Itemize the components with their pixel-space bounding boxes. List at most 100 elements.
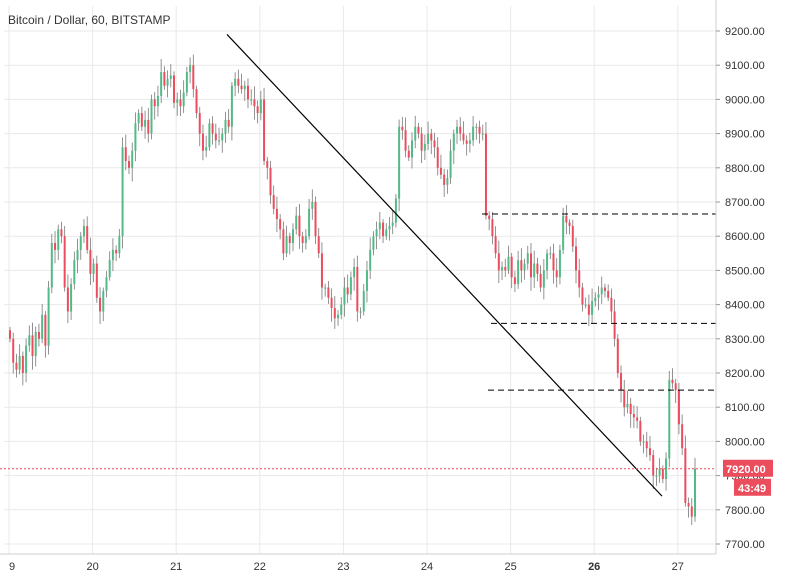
candle-body bbox=[156, 95, 159, 107]
candle-body bbox=[578, 270, 581, 288]
candle-body bbox=[311, 202, 314, 209]
candle-body bbox=[465, 140, 468, 144]
candle-body bbox=[124, 147, 127, 161]
candle-body bbox=[507, 256, 510, 271]
candle-body bbox=[295, 215, 298, 230]
candle-body bbox=[349, 277, 352, 295]
candle-body bbox=[144, 119, 147, 127]
candle-body bbox=[134, 123, 137, 151]
candle-body bbox=[9, 330, 11, 339]
candle-body bbox=[288, 236, 291, 244]
candle-body bbox=[240, 85, 243, 90]
y-tick-label: 8100.00 bbox=[725, 402, 765, 414]
candle-body bbox=[645, 441, 648, 449]
candle-body bbox=[694, 468, 696, 517]
candle-body bbox=[230, 85, 233, 127]
candle-body bbox=[111, 249, 114, 261]
candle-body bbox=[555, 270, 558, 278]
candle-body bbox=[687, 502, 690, 507]
candle-body bbox=[690, 506, 693, 517]
candle-body bbox=[153, 99, 156, 107]
x-tick-label: 22 bbox=[254, 561, 266, 573]
candle-body bbox=[304, 236, 307, 244]
candle-body bbox=[173, 75, 176, 103]
candle-body bbox=[333, 308, 336, 319]
candle-body bbox=[324, 287, 327, 289]
candle-body bbox=[102, 290, 105, 312]
candle-body bbox=[340, 304, 343, 315]
candle-body bbox=[375, 229, 378, 237]
candle-body bbox=[552, 253, 555, 271]
candle-body bbox=[221, 133, 224, 141]
candle-body bbox=[108, 260, 111, 278]
candle-body bbox=[436, 147, 439, 168]
trendline bbox=[226, 34, 663, 497]
candle-body bbox=[301, 236, 304, 244]
candle-body bbox=[95, 263, 98, 298]
x-tick-label: 21 bbox=[170, 561, 182, 573]
candle-body bbox=[546, 253, 549, 271]
candle-body bbox=[417, 126, 420, 134]
candle-body bbox=[282, 229, 285, 254]
candle-body bbox=[414, 126, 417, 141]
y-tick-label: 8500.00 bbox=[725, 265, 765, 277]
candle-body bbox=[25, 345, 28, 373]
candle-body bbox=[658, 468, 661, 476]
candle-body bbox=[189, 65, 192, 73]
candle-body bbox=[529, 253, 532, 278]
candle-body bbox=[407, 150, 410, 158]
y-tick-label: 9100.00 bbox=[725, 60, 765, 72]
candle-body bbox=[439, 167, 442, 175]
candle-body bbox=[410, 140, 413, 158]
axes bbox=[0, 0, 717, 555]
candle-body bbox=[494, 236, 497, 254]
candle-body bbox=[292, 229, 295, 244]
candle-body bbox=[420, 133, 423, 151]
x-tick-label: 20 bbox=[86, 561, 98, 573]
candle-body bbox=[533, 263, 536, 278]
y-tick-label: 9000.00 bbox=[725, 94, 765, 106]
candle-body bbox=[150, 99, 153, 134]
candle-body bbox=[243, 85, 246, 90]
candle-body bbox=[47, 287, 50, 346]
candle-body bbox=[70, 284, 73, 312]
candle-body bbox=[648, 448, 651, 456]
candle-body bbox=[468, 140, 471, 144]
candle-body bbox=[346, 287, 349, 295]
candle-body bbox=[185, 72, 188, 93]
candle-body bbox=[121, 147, 124, 237]
candle-body bbox=[82, 225, 85, 237]
candle-body bbox=[661, 468, 664, 480]
candle-body bbox=[385, 229, 388, 237]
candle-body bbox=[314, 202, 317, 237]
chart-title: Bitcoin / Dollar, 60, BITSTAMP bbox=[8, 13, 171, 27]
candle-body bbox=[298, 215, 301, 237]
candle-body bbox=[542, 270, 545, 288]
candle-body bbox=[337, 314, 340, 319]
candle-body bbox=[459, 126, 462, 134]
candle-body bbox=[79, 236, 82, 250]
candle-body bbox=[18, 355, 21, 370]
candle-body bbox=[565, 215, 568, 223]
candle-body bbox=[382, 222, 385, 237]
candle-body bbox=[607, 290, 610, 298]
candle-body bbox=[353, 266, 356, 278]
candle-body bbox=[674, 383, 677, 391]
candle-body bbox=[275, 208, 278, 220]
candle-body bbox=[21, 355, 24, 373]
candle-body bbox=[523, 263, 526, 271]
x-tick-label: 9 bbox=[9, 561, 15, 573]
candle-body bbox=[526, 253, 529, 264]
candle-body bbox=[137, 113, 140, 124]
candle-body bbox=[433, 140, 436, 148]
candle-body bbox=[50, 243, 53, 288]
candle-body bbox=[401, 126, 404, 131]
candle-body bbox=[227, 119, 230, 127]
candle-body bbox=[279, 219, 282, 230]
candle-body bbox=[256, 106, 259, 114]
x-tick-label: 23 bbox=[337, 561, 349, 573]
candle-body bbox=[504, 266, 507, 271]
candle-body bbox=[681, 424, 684, 449]
